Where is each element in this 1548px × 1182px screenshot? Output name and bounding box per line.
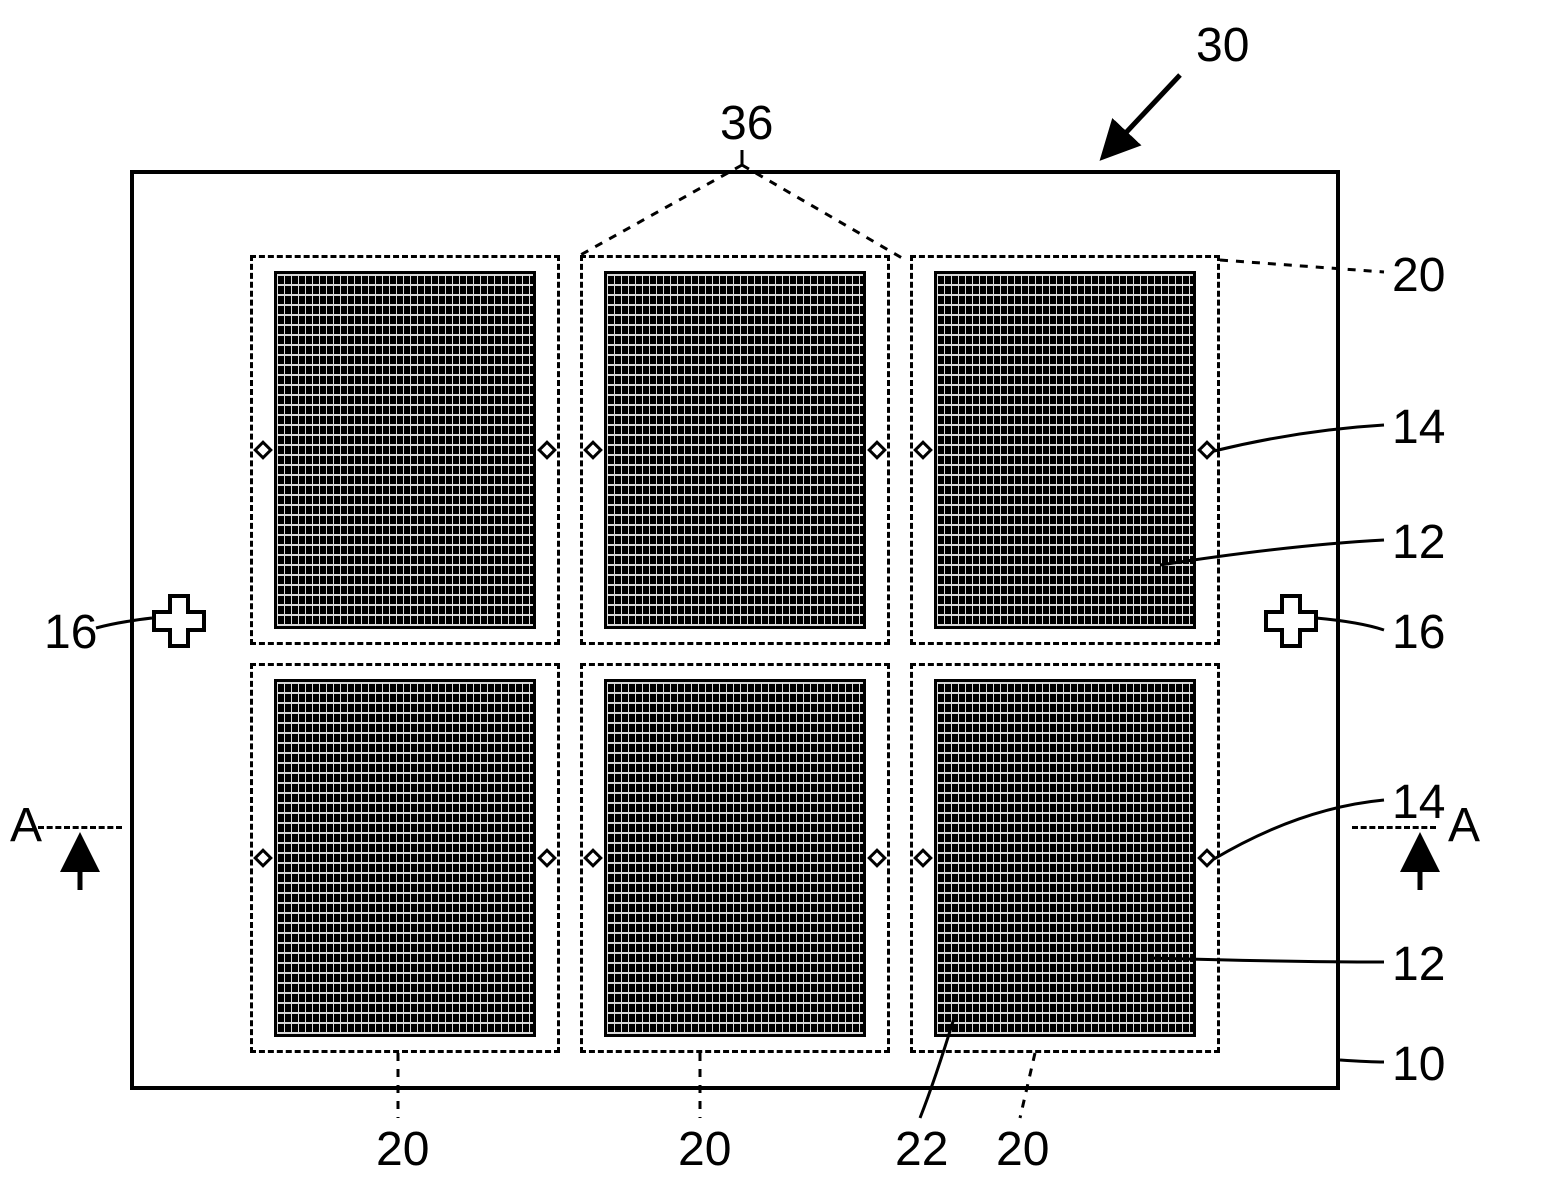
plus-mark-16-left [152, 594, 206, 648]
label-A-right: A [1448, 798, 1480, 853]
label-20-b2: 20 [678, 1122, 731, 1177]
label-16-right: 16 [1392, 605, 1445, 660]
label-20-b3: 20 [996, 1122, 1049, 1177]
label-12-top: 12 [1392, 515, 1445, 570]
filled-12-r1c2 [604, 271, 866, 629]
plus-mark-16-right [1264, 594, 1318, 648]
filled-12-r1c1 [274, 271, 536, 629]
label-30: 30 [1196, 18, 1249, 73]
diagram-canvas: 30 36 20 14 12 16 14 12 10 16 20 20 22 2… [0, 0, 1548, 1182]
filled-12-r1c3 [934, 271, 1196, 629]
filled-12-r2c1 [274, 679, 536, 1037]
label-20-b1: 20 [376, 1122, 429, 1177]
label-16-left: 16 [44, 605, 97, 660]
label-14-bot: 14 [1392, 775, 1445, 830]
label-22: 22 [895, 1122, 948, 1177]
filled-12-r2c3 [934, 679, 1196, 1037]
filled-12-r2c2 [604, 679, 866, 1037]
label-10: 10 [1392, 1037, 1445, 1092]
label-36: 36 [720, 96, 773, 151]
label-A-left: A [10, 798, 42, 853]
label-20-top-right: 20 [1392, 248, 1445, 303]
label-14-top: 14 [1392, 400, 1445, 455]
section-dash-left [38, 826, 122, 829]
label-12-bot: 12 [1392, 937, 1445, 992]
